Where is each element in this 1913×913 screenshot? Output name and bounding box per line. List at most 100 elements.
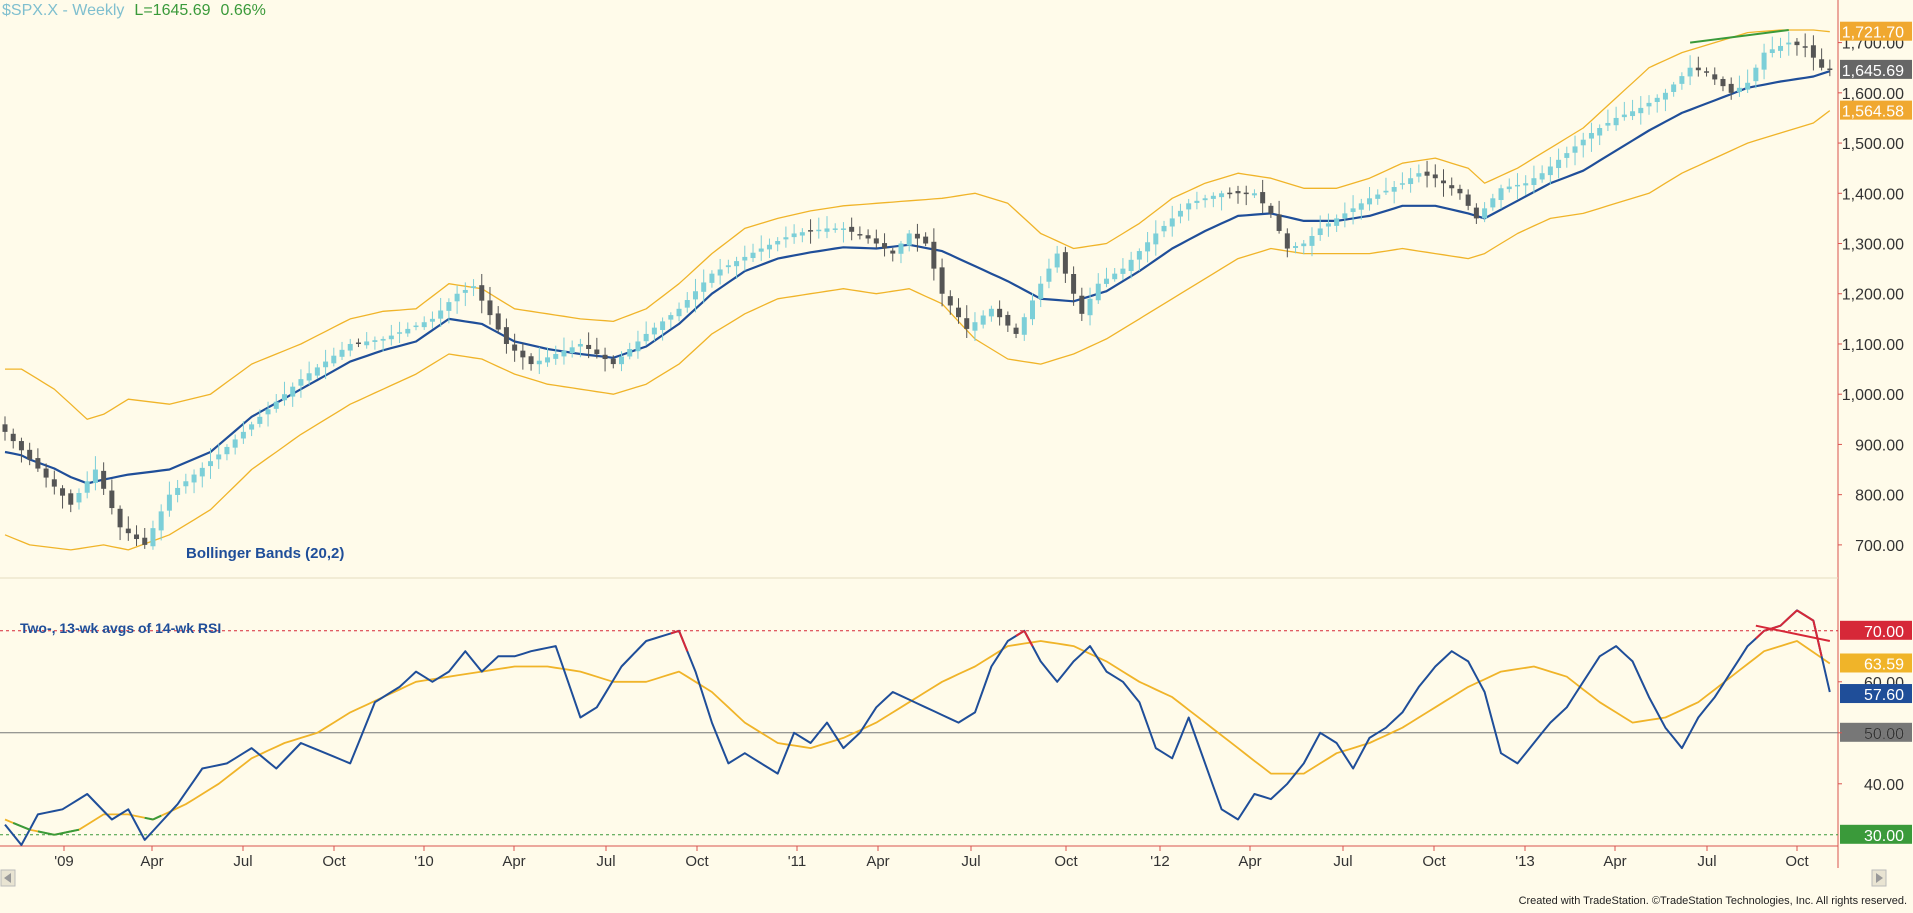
candle-body bbox=[1449, 185, 1455, 189]
candle-body bbox=[1243, 192, 1249, 195]
candle-body bbox=[323, 361, 329, 368]
candle-body bbox=[651, 327, 657, 335]
candle-body bbox=[1301, 243, 1307, 247]
candle-body bbox=[1441, 180, 1446, 184]
candle-body bbox=[1087, 298, 1093, 316]
candle-body bbox=[232, 439, 238, 448]
rsi-tick-label: 50.00 bbox=[1864, 726, 1904, 743]
price-tick-label: 1,000.00 bbox=[1842, 387, 1904, 404]
candle-body bbox=[725, 265, 731, 268]
candle-body bbox=[10, 433, 16, 442]
price-badge-label: 1,564.58 bbox=[1842, 104, 1904, 121]
time-tick-label: '11 bbox=[788, 853, 806, 870]
candle-body bbox=[18, 441, 24, 451]
time-tick-label: Jul bbox=[596, 853, 615, 870]
candle-body bbox=[684, 300, 690, 308]
candle-body bbox=[446, 302, 452, 311]
candle-body bbox=[750, 252, 756, 259]
rsi-value-label: 57.60 bbox=[1864, 687, 1904, 704]
rsi-value-badge bbox=[1840, 684, 1912, 704]
candle-body bbox=[438, 310, 444, 319]
candle-body bbox=[166, 494, 172, 511]
candle-body bbox=[1120, 268, 1126, 274]
candle-body bbox=[857, 234, 863, 236]
candle-body bbox=[1432, 174, 1438, 179]
candle-body bbox=[1128, 259, 1134, 271]
candle-body bbox=[76, 492, 82, 503]
candle-body bbox=[1786, 42, 1792, 45]
candle-body bbox=[1646, 102, 1652, 107]
candle-body bbox=[503, 327, 509, 344]
candle-body bbox=[150, 528, 156, 547]
candle-body bbox=[117, 508, 123, 528]
candle-body bbox=[92, 469, 98, 483]
candle-body bbox=[1514, 184, 1520, 187]
candle-body bbox=[1293, 246, 1299, 248]
candle-body bbox=[1260, 192, 1266, 204]
candle-body bbox=[619, 356, 624, 365]
candle-body bbox=[1325, 223, 1331, 227]
candle-body bbox=[1621, 114, 1627, 118]
candle-body bbox=[314, 367, 320, 376]
candle-body bbox=[1810, 45, 1816, 58]
time-tick-label: Apr bbox=[866, 853, 889, 870]
candle-body bbox=[1588, 133, 1594, 139]
candle-body bbox=[1794, 41, 1800, 46]
candle-body bbox=[1457, 188, 1463, 194]
candle-body bbox=[1268, 205, 1274, 214]
rsi-level-label: 30.00 bbox=[1864, 828, 1904, 845]
price-tick-label: 700.00 bbox=[1855, 538, 1904, 555]
candle-body bbox=[355, 342, 361, 345]
candle-body bbox=[1358, 203, 1364, 210]
rsi-overbought-segment bbox=[670, 609, 1823, 657]
candle-body bbox=[183, 481, 189, 487]
rsi-value-badge bbox=[1840, 653, 1912, 673]
candle-body bbox=[191, 474, 197, 483]
time-tick-label: Apr bbox=[1603, 853, 1626, 870]
time-tick-label: '13 bbox=[1515, 853, 1535, 870]
candle-body bbox=[906, 233, 912, 246]
time-tick-label: Jul bbox=[961, 853, 980, 870]
change-label: 0.66% bbox=[220, 2, 266, 19]
candle-body bbox=[1482, 208, 1488, 219]
candle-body bbox=[1498, 188, 1504, 201]
candle-body bbox=[1547, 166, 1553, 176]
candle-body bbox=[397, 332, 403, 334]
candle-body bbox=[1778, 45, 1784, 51]
candle-body bbox=[1186, 203, 1192, 210]
candle-body bbox=[561, 350, 567, 357]
time-tick-label: Oct bbox=[1054, 853, 1078, 870]
price-tick-label: 1,400.00 bbox=[1842, 186, 1904, 203]
candle-body bbox=[1136, 251, 1142, 260]
candle-body bbox=[2, 424, 8, 432]
candle-body bbox=[273, 401, 279, 409]
time-tick-label: Apr bbox=[1238, 853, 1261, 870]
candle-body bbox=[1613, 117, 1619, 126]
candle-body bbox=[281, 394, 287, 401]
candle-body bbox=[1564, 153, 1570, 158]
candle-body bbox=[175, 487, 181, 495]
candle-body bbox=[914, 233, 920, 239]
price-tick-label: 1,300.00 bbox=[1842, 237, 1904, 254]
candle-body bbox=[528, 356, 534, 365]
candle-body bbox=[586, 344, 592, 349]
price-divergence-line bbox=[1689, 29, 1789, 44]
time-tick-label: Jul bbox=[1697, 853, 1716, 870]
candle-body bbox=[939, 267, 945, 294]
candle-body bbox=[265, 409, 271, 415]
candle-body bbox=[758, 248, 764, 252]
candle-body bbox=[1572, 146, 1578, 153]
rsi-tick-label: 40.00 bbox=[1864, 777, 1904, 794]
candle-body bbox=[109, 490, 115, 509]
candle-body bbox=[997, 308, 1003, 318]
candle-body bbox=[142, 537, 148, 545]
candle-body bbox=[1736, 87, 1742, 93]
chart-header: $SPX.X - Weekly L=1645.69 0.66% bbox=[2, 2, 266, 20]
rsi-fast-line bbox=[4, 609, 1831, 846]
rsi-annotation: Two-, 13-wk avgs of 14-wk RSI bbox=[20, 620, 222, 636]
candle-body bbox=[1153, 233, 1159, 245]
candle-body bbox=[676, 308, 682, 317]
candle-body bbox=[1720, 78, 1726, 87]
candle-body bbox=[1169, 218, 1175, 227]
